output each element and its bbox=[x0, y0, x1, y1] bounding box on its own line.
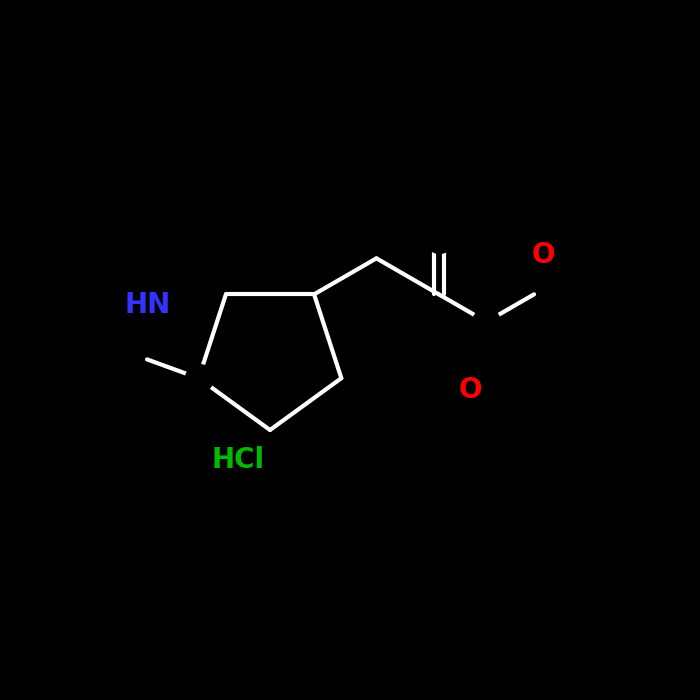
Text: HN: HN bbox=[125, 291, 171, 319]
Text: HCl: HCl bbox=[211, 446, 265, 474]
Text: O: O bbox=[458, 376, 482, 404]
Text: O: O bbox=[531, 241, 554, 269]
